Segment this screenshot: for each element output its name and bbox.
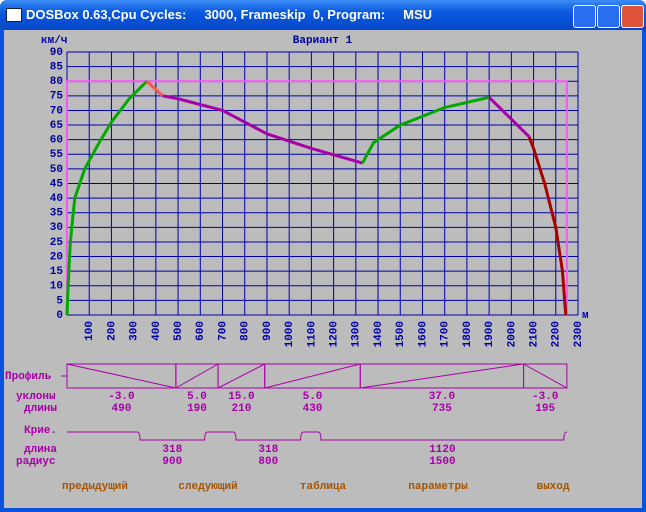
length-value: 490 [112, 403, 132, 415]
slope-value: 5.0 [303, 391, 323, 403]
menu-button[interactable]: следующий [178, 481, 237, 493]
y-tick-label: 60 [50, 135, 63, 147]
profile-segment [523, 363, 568, 389]
speed-line [145, 80, 164, 97]
curve-length: 1120 [429, 444, 455, 456]
y-tick-label: 0 [56, 310, 63, 322]
profile-slope [360, 363, 524, 389]
x-tick-label: 600 [195, 321, 207, 341]
x-tick-label: 2000 [506, 321, 518, 347]
x-tick-label: 100 [84, 321, 96, 341]
window-title: DOSBox 0.63,Cpu Cycles: 3000, Frameskip … [26, 7, 433, 22]
curve-line [67, 431, 567, 441]
title-bar: DOSBox 0.63,Cpu Cycles: 3000, Frameskip … [0, 0, 646, 30]
minimize-button[interactable] [573, 5, 596, 28]
length-value: 430 [303, 403, 323, 415]
curves-label: Крие. [24, 425, 57, 437]
y-tick-label: 90 [50, 47, 63, 59]
x-tick-label: 1800 [462, 321, 474, 347]
menu-button[interactable]: параметры [408, 481, 468, 493]
y-tick-label: 5 [56, 295, 63, 307]
chart-title: Вариант 1 [293, 35, 353, 47]
app-icon [6, 8, 22, 22]
y-tick-label: 80 [50, 76, 63, 88]
slope-value: 37.0 [429, 391, 455, 403]
profile-slope [66, 363, 176, 389]
profile-slope [264, 363, 361, 389]
x-tick-label: 500 [173, 321, 185, 341]
curve-length-label: длина [24, 444, 57, 456]
x-axis-label: м [582, 310, 589, 322]
x-tick-label: 2200 [551, 321, 563, 347]
x-tick-label: 300 [129, 321, 141, 341]
slope-value: 15.0 [228, 391, 254, 403]
x-tick-label: 800 [240, 321, 252, 341]
y-tick-label: 40 [50, 193, 63, 205]
x-tick-label: 400 [151, 321, 163, 341]
menu-button[interactable]: выход [536, 481, 569, 493]
y-axis-label: км/ч [41, 35, 67, 47]
slope-value: 5.0 [187, 391, 207, 403]
x-tick-label: 900 [262, 321, 274, 341]
x-tick-label: 1500 [395, 321, 407, 347]
lengths-label: длины [24, 403, 57, 415]
profile-label: Профиль [5, 370, 52, 383]
y-tick-label: 75 [50, 91, 64, 103]
x-tick-label: 2300 [573, 321, 585, 347]
x-tick-label: 1400 [373, 321, 385, 347]
y-tick-label: 35 [50, 208, 64, 220]
speed-line [361, 95, 490, 164]
y-tick-label: 30 [50, 222, 63, 234]
x-tick-label: 1000 [284, 321, 296, 347]
y-tick-label: 55 [50, 149, 64, 161]
curve-length: 318 [162, 444, 182, 456]
speed-line [65, 80, 149, 316]
slopes-label: уклоны [16, 391, 56, 403]
y-tick-label: 85 [50, 62, 64, 74]
y-tick-label: 70 [50, 105, 63, 117]
background [4, 30, 642, 508]
x-tick-label: 1600 [417, 321, 429, 347]
curve-radius-label: радиус [16, 456, 56, 468]
slope-value: -3.0 [532, 391, 558, 403]
speed-line [162, 94, 363, 165]
profile-slope [523, 363, 568, 389]
slope-value: -3.0 [108, 391, 134, 403]
speed-line [527, 136, 568, 316]
length-value: 735 [432, 403, 452, 415]
menu-button[interactable]: таблица [300, 480, 347, 493]
speed-line [488, 96, 531, 138]
x-tick-label: 1300 [351, 321, 363, 347]
y-tick-label: 25 [50, 237, 64, 249]
y-tick-label: 50 [50, 164, 63, 176]
curve-radius: 900 [162, 456, 182, 468]
profile-slope [175, 363, 219, 389]
profile-slope [217, 363, 265, 389]
close-button[interactable] [621, 5, 644, 28]
x-tick-label: 1100 [306, 321, 318, 347]
length-value: 195 [535, 403, 555, 415]
speed-line [66, 80, 568, 315]
x-tick-label: 1700 [440, 321, 452, 347]
x-tick-label: 700 [217, 321, 229, 341]
x-tick-label: 1200 [329, 321, 341, 347]
curve-radius: 1500 [429, 456, 455, 468]
length-value: 210 [232, 403, 252, 415]
dos-screen: 0 5 10 15 20 25 30 35 40 45 50 55 60 65 70 75 80 85 90 100 2… [4, 30, 642, 508]
y-tick-label: 45 [50, 178, 64, 190]
menu-button[interactable]: предыдущий [62, 481, 128, 493]
maximize-button[interactable] [597, 5, 620, 28]
y-tick-label: 15 [50, 266, 64, 278]
y-tick-label: 65 [50, 120, 64, 132]
curve-radius: 800 [258, 456, 278, 468]
x-tick-label: 1900 [484, 321, 496, 347]
x-tick-label: 2100 [528, 321, 540, 347]
x-tick-label: 200 [106, 321, 118, 341]
y-tick-label: 10 [50, 281, 63, 293]
length-value: 190 [187, 403, 207, 415]
curve-length: 318 [258, 444, 278, 456]
y-tick-label: 20 [50, 251, 63, 263]
